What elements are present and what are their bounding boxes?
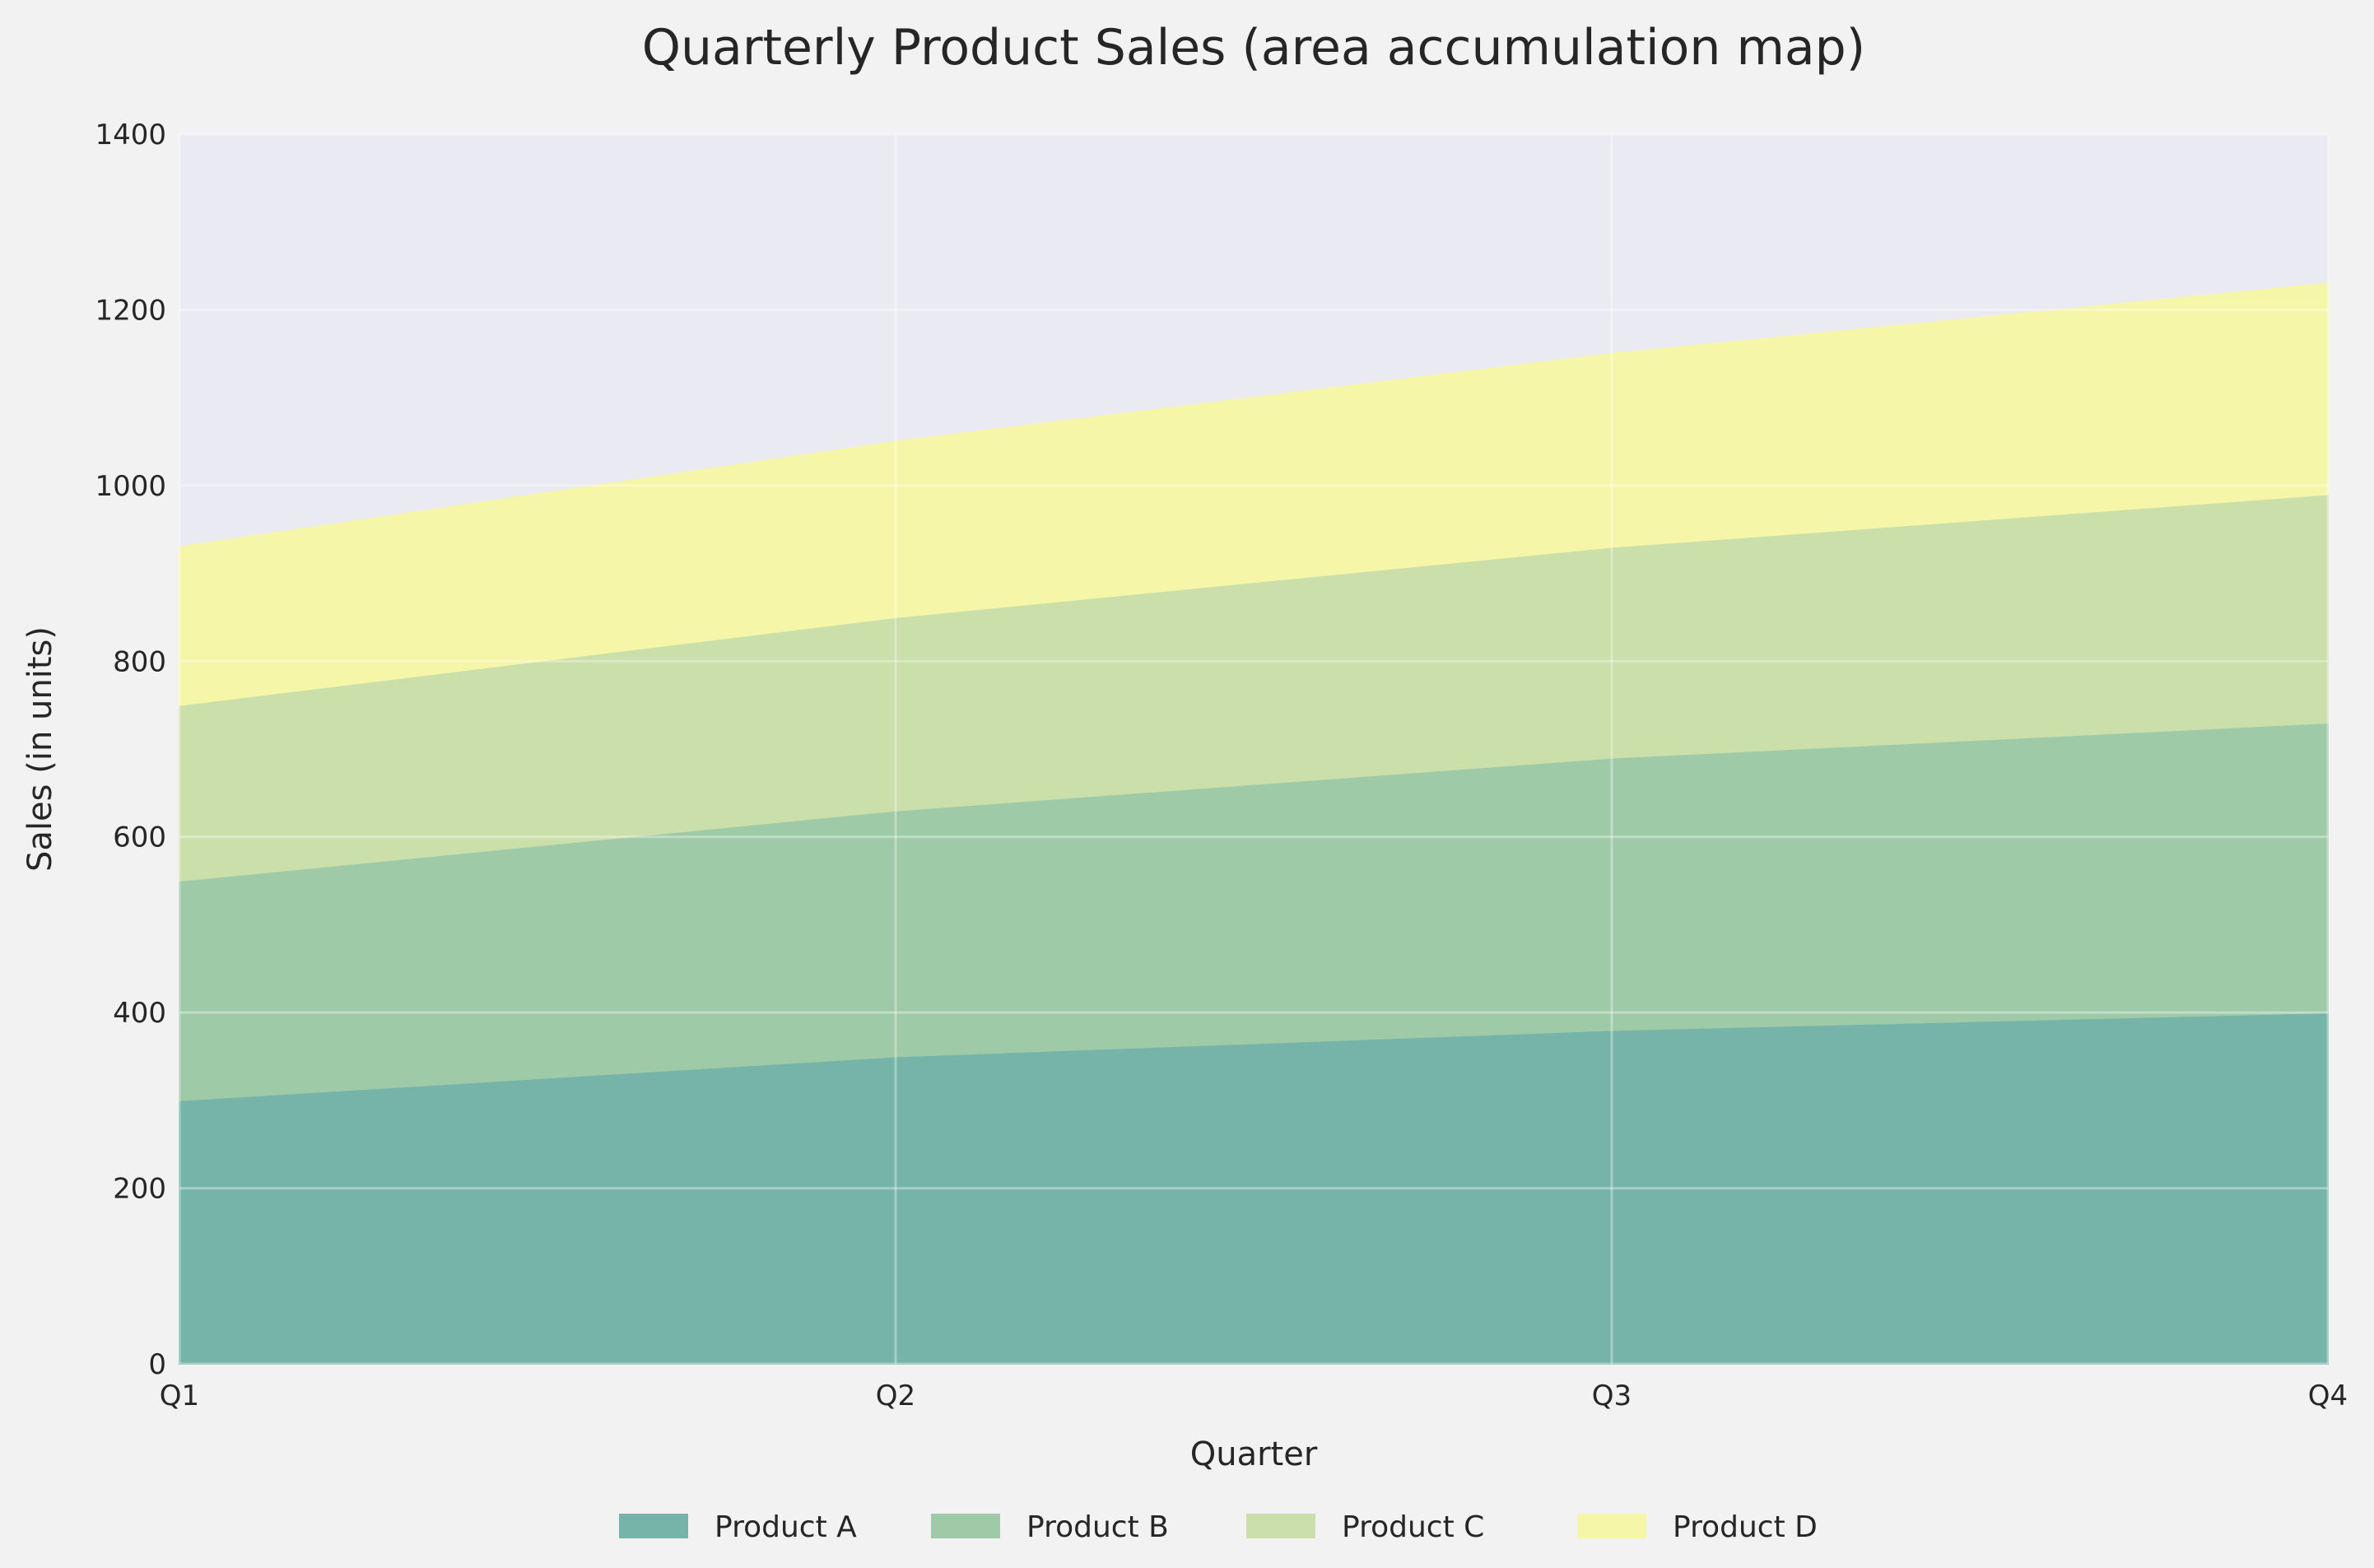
legend: Product A Product B Product C Product D [619, 1510, 1818, 1544]
legend-swatch [931, 1514, 1000, 1538]
y-tick-labels: 0 200 400 600 800 1000 1200 1400 [95, 119, 166, 1381]
legend-item-product-b: Product B [931, 1510, 1169, 1544]
x-tick-label: Q2 [876, 1380, 915, 1412]
x-tick-label: Q3 [1592, 1380, 1632, 1412]
x-axis-label: Quarter [1190, 1435, 1318, 1473]
legend-swatch [1246, 1514, 1315, 1538]
x-tick-label: Q1 [160, 1380, 199, 1412]
x-tick-label: Q4 [2308, 1380, 2348, 1412]
legend-item-product-d: Product D [1577, 1510, 1818, 1544]
y-tick-label: 600 [113, 821, 166, 854]
chart-title: Quarterly Product Sales (area accumulati… [642, 19, 1865, 77]
legend-swatch [1577, 1514, 1646, 1538]
x-tick-labels: Q1 Q2 Q3 Q4 [160, 1380, 2348, 1412]
y-axis-label: Sales (in units) [21, 626, 59, 872]
y-tick-label: 800 [113, 645, 166, 678]
legend-item-product-c: Product C [1246, 1510, 1484, 1544]
legend-label: Product A [715, 1510, 857, 1544]
y-tick-label: 1400 [95, 119, 166, 151]
area-layers [179, 282, 2329, 1365]
legend-item-product-a: Product A [619, 1510, 857, 1544]
legend-label: Product C [1342, 1510, 1484, 1544]
legend-swatch [619, 1514, 688, 1538]
y-tick-label: 400 [113, 997, 166, 1030]
y-tick-label: 0 [148, 1348, 166, 1381]
legend-label: Product B [1026, 1510, 1169, 1544]
y-tick-label: 200 [113, 1173, 166, 1206]
y-tick-label: 1000 [95, 470, 166, 503]
y-tick-label: 1200 [95, 294, 166, 327]
gridlines [178, 133, 2330, 1366]
area-product-d [179, 282, 2329, 706]
legend-label: Product D [1673, 1510, 1818, 1544]
